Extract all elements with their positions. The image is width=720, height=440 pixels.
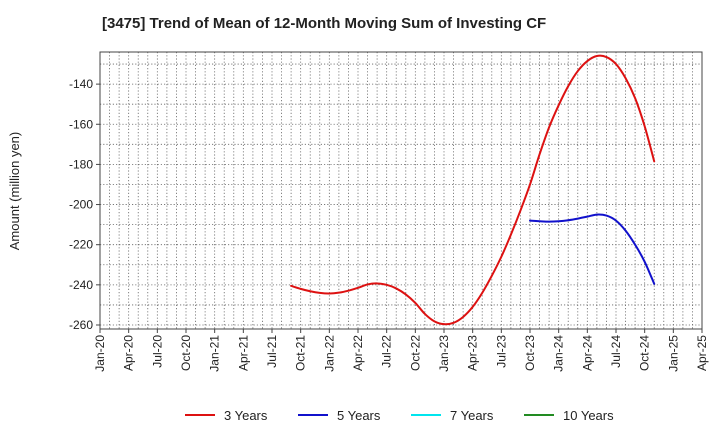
legend-label: 5 Years <box>337 408 381 423</box>
series-layer <box>290 54 656 326</box>
legend-label: 10 Years <box>563 408 614 423</box>
y-tick-label: -160 <box>69 117 93 131</box>
plot-area <box>100 52 702 329</box>
series-line-5-years <box>529 213 656 285</box>
x-tick-label: Jul-20 <box>150 335 164 368</box>
legend-label: 7 Years <box>450 408 494 423</box>
x-tick-label: Apr-23 <box>466 335 480 371</box>
legend-label: 3 Years <box>224 408 268 423</box>
x-tick-label: Apr-22 <box>351 335 365 371</box>
x-tick-label: Oct-22 <box>408 335 422 371</box>
y-ticks: -140 -160 -180 -200 -220 -240 -260 <box>69 77 100 332</box>
x-tick-label: Jan-22 <box>322 335 336 372</box>
x-tick-label: Apr-20 <box>122 335 136 371</box>
legend-item-10-years: 10 Years <box>524 408 614 423</box>
x-tick-label: Jul-24 <box>609 335 623 368</box>
legend: 3 Years 5 Years 7 Years 10 Years <box>185 408 614 423</box>
x-tick-label: Jul-22 <box>380 335 394 368</box>
legend-item-5-years: 5 Years <box>298 408 381 423</box>
x-tick-label: Jan-24 <box>552 335 566 372</box>
y-tick-label: -220 <box>69 238 93 252</box>
y-tick-label: -180 <box>69 157 93 171</box>
x-tick-label: Jan-20 <box>93 335 107 372</box>
x-tick-label: Jul-21 <box>265 335 279 368</box>
x-tick-label: Oct-24 <box>638 335 652 371</box>
x-tick-label: Oct-20 <box>179 335 193 371</box>
x-tick-label: Apr-24 <box>580 335 594 371</box>
x-tick-label: Oct-23 <box>523 335 537 371</box>
x-ticks: Jan-20 Apr-20 Jul-20 Oct-20 Jan-21 Apr-21 Jul-… <box>93 329 709 372</box>
y-axis-label: Amount (million yen) <box>7 132 22 251</box>
y-tick-label: -200 <box>69 198 93 212</box>
y-tick-label: -240 <box>69 278 93 292</box>
x-tick-label: Jul-23 <box>494 335 508 368</box>
series-line-3-years <box>290 54 656 326</box>
grid <box>100 52 702 329</box>
legend-item-7-years: 7 Years <box>411 408 494 423</box>
y-tick-label: -260 <box>69 318 93 332</box>
x-tick-label: Jan-25 <box>666 335 680 372</box>
legend-item-3-years: 3 Years <box>185 408 268 423</box>
x-tick-label: Jan-21 <box>208 335 222 372</box>
x-tick-label: Oct-21 <box>294 335 308 371</box>
x-tick-label: Apr-21 <box>236 335 250 371</box>
y-tick-label: -140 <box>69 77 93 91</box>
x-tick-label: Jan-23 <box>437 335 451 372</box>
chart-title: [3475] Trend of Mean of 12-Month Moving … <box>102 15 546 32</box>
plot-frame <box>99 51 703 330</box>
x-tick-label: Apr-25 <box>695 335 709 371</box>
